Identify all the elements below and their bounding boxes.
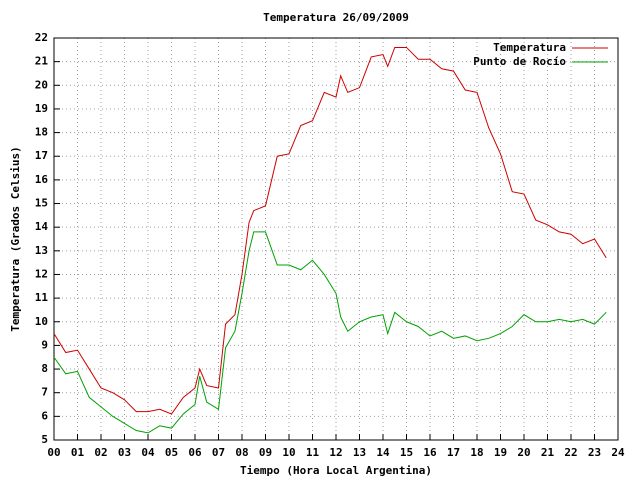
legend-label: Temperatura [493,41,566,54]
x-tick-label: 20 [517,446,530,459]
x-tick-label: 05 [165,446,178,459]
x-tick-label: 01 [71,446,85,459]
x-tick-label: 04 [141,446,155,459]
x-tick-label: 24 [611,446,625,459]
y-tick-label: 9 [41,338,48,351]
y-tick-label: 11 [35,291,49,304]
y-tick-label: 17 [35,149,48,162]
x-tick-label: 17 [447,446,460,459]
chart-title: Temperatura 26/09/2009 [263,11,409,24]
x-tick-label: 03 [118,446,131,459]
x-tick-label: 10 [282,446,295,459]
y-tick-label: 13 [35,244,48,257]
x-tick-label: 12 [329,446,342,459]
x-tick-label: 16 [423,446,437,459]
y-tick-label: 5 [41,433,48,446]
x-tick-label: 11 [306,446,320,459]
y-tick-label: 10 [35,315,48,328]
x-tick-label: 07 [212,446,225,459]
plot-frame [53,37,619,441]
x-tick-label: 13 [353,446,366,459]
y-tick-label: 6 [41,409,48,422]
x-axis-label: Tiempo (Hora Local Argentina) [240,464,432,477]
legend-label: Punto de Rocío [473,55,566,68]
x-tick-label: 19 [494,446,507,459]
y-tick-label: 21 [35,55,49,68]
x-tick-label: 21 [541,446,555,459]
x-tick-label: 06 [188,446,202,459]
x-tick-label: 22 [564,446,577,459]
y-tick-label: 14 [35,220,49,233]
y-axis-label: Temperatura (Grados Celsius) [9,146,22,331]
y-tick-label: 12 [35,267,48,280]
y-tick-label: 18 [35,126,48,139]
x-tick-label: 18 [470,446,483,459]
y-tick-label: 7 [41,386,48,399]
y-tick-label: 15 [35,197,48,210]
x-tick-label: 09 [259,446,272,459]
y-tick-label: 19 [35,102,48,115]
x-tick-label: 14 [376,446,390,459]
series-line [53,231,607,434]
x-tick-label: 23 [588,446,601,459]
series-line [53,46,607,415]
y-tick-label: 16 [35,173,49,186]
x-tick-label: 00 [47,446,60,459]
x-tick-label: 15 [400,446,413,459]
x-tick-label: 02 [94,446,107,459]
x-tick-label: 08 [235,446,248,459]
y-tick-label: 20 [35,78,48,91]
y-tick-label: 22 [35,31,48,44]
y-tick-label: 8 [41,362,48,375]
